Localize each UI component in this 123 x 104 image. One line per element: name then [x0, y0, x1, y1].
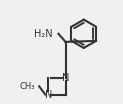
- Text: CH₃: CH₃: [20, 82, 35, 91]
- Text: H₂N: H₂N: [34, 29, 52, 39]
- Text: N: N: [45, 90, 52, 100]
- Text: N: N: [62, 73, 69, 83]
